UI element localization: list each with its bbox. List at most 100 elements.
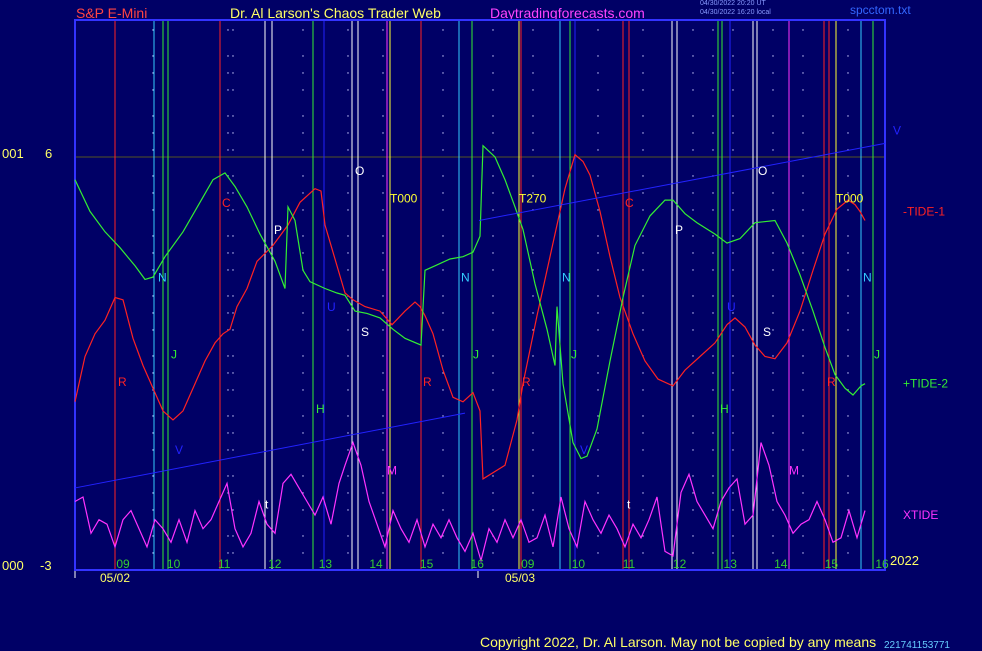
- site-link[interactable]: Daytradingforecasts.com: [490, 5, 645, 21]
- grid-dot: [642, 372, 644, 374]
- grid-dot: [847, 449, 849, 451]
- grid-dot: [732, 175, 734, 177]
- grid-dot: [532, 329, 534, 331]
- grid-dot: [232, 295, 234, 297]
- grid-dot: [772, 312, 774, 314]
- grid-dot: [772, 192, 774, 194]
- grid-dot: [227, 209, 229, 211]
- grid-dot: [802, 55, 804, 57]
- grid-dot: [642, 149, 644, 151]
- grid-dot: [232, 175, 234, 177]
- grid-dot: [732, 149, 734, 151]
- grid-dot: [532, 492, 534, 494]
- grid-dot: [492, 149, 494, 151]
- grid-dot: [232, 389, 234, 391]
- marker-t270: T270: [519, 191, 547, 205]
- grid-dot: [227, 55, 229, 57]
- grid-dot: [532, 192, 534, 194]
- grid-dot: [597, 295, 599, 297]
- marker-t000: T000: [836, 191, 864, 205]
- grid-dot: [532, 149, 534, 151]
- grid-dot: [347, 329, 349, 331]
- grid-dot: [152, 552, 154, 554]
- grid-dot: [772, 492, 774, 494]
- grid-dot: [492, 132, 494, 134]
- grid-dot: [382, 449, 384, 451]
- grid-dot: [347, 449, 349, 451]
- grid-dot: [227, 449, 229, 451]
- grid-dot: [152, 415, 154, 417]
- grid-dot: [642, 132, 644, 134]
- grid-dot: [847, 29, 849, 31]
- grid-dot: [382, 235, 384, 237]
- hour-tick-label: 11: [623, 557, 636, 571]
- grid-dot: [302, 192, 304, 194]
- marker-v: V: [175, 443, 183, 457]
- grid-dot: [232, 432, 234, 434]
- grid-dot: [597, 492, 599, 494]
- marker-n: N: [158, 271, 167, 285]
- grid-dot: [802, 355, 804, 357]
- grid-dot: [712, 552, 714, 554]
- grid-dot: [732, 209, 734, 211]
- grid-dot: [382, 149, 384, 151]
- grid-dot: [772, 509, 774, 511]
- grid-dot: [492, 389, 494, 391]
- grid-dot: [847, 295, 849, 297]
- grid-dot: [382, 115, 384, 117]
- grid-dot: [227, 149, 229, 151]
- grid-dot: [732, 415, 734, 417]
- grid-dot: [347, 89, 349, 91]
- grid-dot: [347, 355, 349, 357]
- grid-dot: [597, 355, 599, 357]
- grid-dot: [712, 475, 714, 477]
- grid-dot: [732, 329, 734, 331]
- grid-dot: [712, 115, 714, 117]
- grid-dot: [152, 432, 154, 434]
- grid-dot: [347, 415, 349, 417]
- grid-dot: [227, 252, 229, 254]
- grid-dot: [232, 192, 234, 194]
- grid-dot: [382, 295, 384, 297]
- grid-dot: [232, 475, 234, 477]
- grid-dot: [597, 72, 599, 74]
- grid-dot: [802, 415, 804, 417]
- hour-tick-label: 09: [521, 557, 535, 571]
- grid-dot: [347, 509, 349, 511]
- marker-o: O: [758, 164, 767, 178]
- grid-dot: [492, 432, 494, 434]
- grid-dot: [442, 432, 444, 434]
- stamp-local: 04/30/2022 16:20 local: [700, 9, 771, 16]
- marker-t: t: [265, 497, 269, 511]
- grid-dot: [442, 89, 444, 91]
- grid-dot: [732, 29, 734, 31]
- grid-dot: [712, 252, 714, 254]
- grid-dot: [442, 115, 444, 117]
- grid-dot: [232, 29, 234, 31]
- grid-dot: [532, 389, 534, 391]
- grid-dot: [492, 552, 494, 554]
- grid-dot: [802, 72, 804, 74]
- grid-dot: [847, 132, 849, 134]
- grid-dot: [597, 475, 599, 477]
- grid-dot: [732, 192, 734, 194]
- grid-dot: [712, 132, 714, 134]
- grid-dot: [802, 475, 804, 477]
- grid-dot: [227, 115, 229, 117]
- grid-dot: [492, 415, 494, 417]
- grid-dot: [347, 209, 349, 211]
- grid-dot: [382, 329, 384, 331]
- grid-dot: [732, 389, 734, 391]
- grid-dot: [152, 492, 154, 494]
- grid-dot: [732, 432, 734, 434]
- grid-dot: [532, 269, 534, 271]
- grid-dot: [642, 192, 644, 194]
- grid-dot: [232, 252, 234, 254]
- grid-dot: [802, 235, 804, 237]
- grid-dot: [232, 55, 234, 57]
- grid-dot: [347, 132, 349, 134]
- grid-dot: [732, 269, 734, 271]
- grid-dot: [382, 252, 384, 254]
- grid-dot: [532, 312, 534, 314]
- grid-dot: [347, 55, 349, 57]
